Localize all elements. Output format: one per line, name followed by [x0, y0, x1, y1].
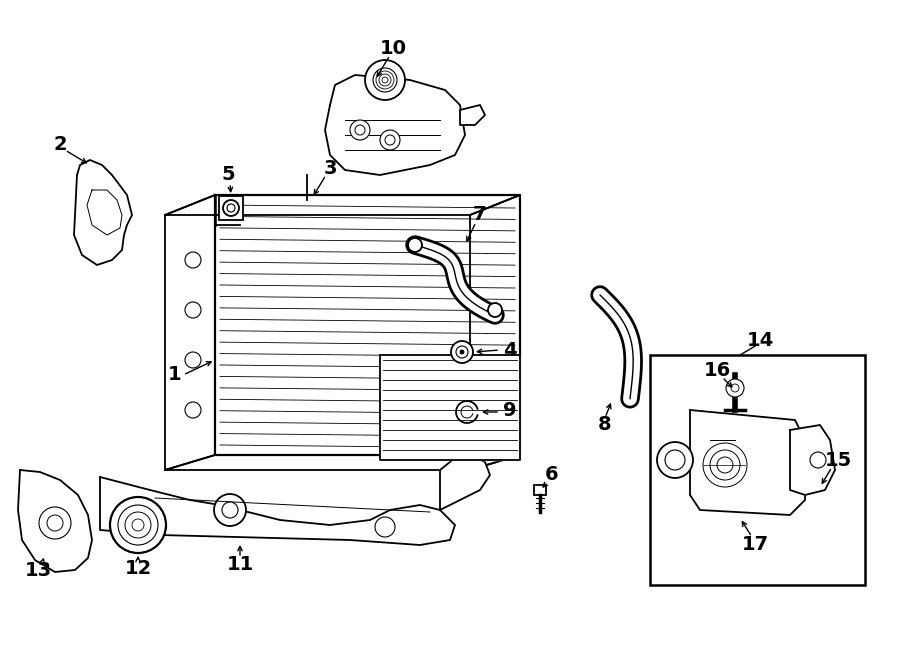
Circle shape — [227, 204, 235, 212]
Polygon shape — [460, 105, 485, 125]
Polygon shape — [325, 75, 465, 175]
Circle shape — [385, 135, 395, 145]
Circle shape — [125, 512, 151, 538]
Text: 14: 14 — [746, 330, 774, 350]
Polygon shape — [215, 195, 520, 455]
Text: 7: 7 — [473, 206, 487, 225]
Circle shape — [726, 379, 744, 397]
Circle shape — [408, 238, 422, 252]
Polygon shape — [87, 190, 122, 235]
Circle shape — [118, 505, 158, 545]
Circle shape — [185, 402, 201, 418]
Bar — [650, 355, 865, 585]
Text: 10: 10 — [380, 38, 407, 58]
Circle shape — [214, 494, 246, 526]
Circle shape — [810, 452, 826, 468]
Circle shape — [451, 341, 473, 363]
Polygon shape — [790, 425, 835, 495]
Text: 15: 15 — [824, 451, 851, 469]
Circle shape — [375, 517, 395, 537]
Circle shape — [110, 497, 166, 553]
Circle shape — [350, 120, 370, 140]
Text: 9: 9 — [503, 401, 517, 420]
Text: 6: 6 — [545, 465, 559, 485]
Circle shape — [460, 350, 464, 354]
Polygon shape — [690, 410, 805, 515]
Circle shape — [731, 384, 739, 392]
Text: 5: 5 — [221, 165, 235, 184]
Circle shape — [47, 515, 63, 531]
Text: 2: 2 — [53, 136, 67, 155]
Bar — [534, 485, 546, 495]
Text: 12: 12 — [124, 559, 151, 578]
Circle shape — [657, 442, 693, 478]
Polygon shape — [470, 195, 520, 470]
Polygon shape — [100, 477, 455, 545]
Text: 3: 3 — [323, 159, 337, 178]
Text: 8: 8 — [598, 416, 612, 434]
Circle shape — [132, 519, 144, 531]
Circle shape — [488, 303, 502, 317]
Polygon shape — [18, 470, 92, 572]
Circle shape — [222, 502, 238, 518]
Polygon shape — [165, 195, 215, 470]
Polygon shape — [74, 160, 132, 265]
Text: 13: 13 — [24, 561, 51, 580]
Circle shape — [39, 507, 71, 539]
Text: 17: 17 — [742, 535, 769, 555]
Circle shape — [185, 302, 201, 318]
Circle shape — [365, 60, 405, 100]
Circle shape — [355, 125, 365, 135]
Circle shape — [456, 346, 468, 358]
Text: 16: 16 — [704, 360, 731, 379]
Circle shape — [223, 200, 239, 216]
Polygon shape — [165, 195, 520, 215]
Text: 11: 11 — [227, 555, 254, 574]
Circle shape — [185, 352, 201, 368]
Polygon shape — [380, 355, 520, 460]
Bar — [219, 196, 243, 220]
Text: 1: 1 — [168, 366, 182, 385]
Polygon shape — [440, 455, 490, 510]
Circle shape — [373, 68, 397, 92]
Circle shape — [380, 130, 400, 150]
Text: 4: 4 — [503, 340, 517, 360]
Polygon shape — [165, 455, 520, 470]
Circle shape — [665, 450, 685, 470]
Circle shape — [185, 252, 201, 268]
